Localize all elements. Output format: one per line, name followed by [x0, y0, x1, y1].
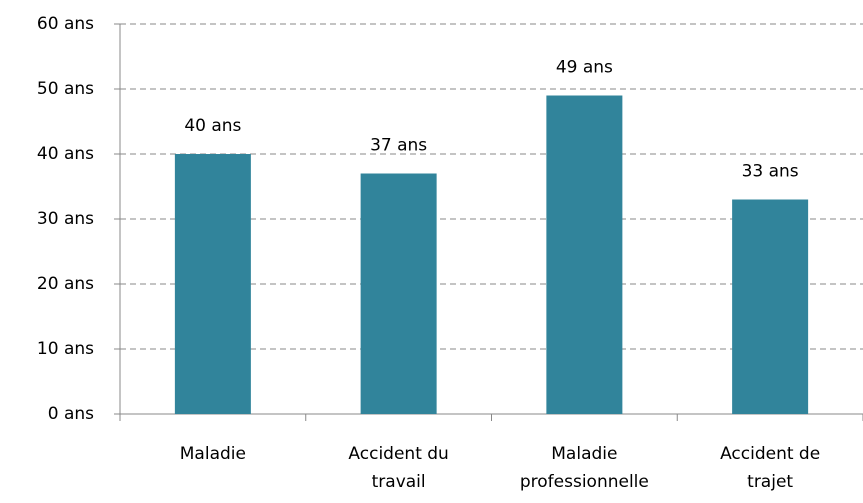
value-label: 33 ans	[742, 162, 799, 182]
y-tick-label: 10 ans	[37, 339, 94, 359]
bar	[732, 199, 809, 414]
x-tick-label: Maladie	[179, 444, 246, 464]
y-tick-label: 20 ans	[37, 274, 94, 294]
value-label: 37 ans	[370, 136, 427, 156]
x-tick-label: Accident de trajet	[720, 444, 821, 492]
y-tick-label: 0 ans	[48, 404, 94, 424]
x-tick-label: Accident du travail	[348, 444, 449, 492]
bar	[546, 95, 623, 414]
y-tick-label: 50 ans	[37, 79, 94, 99]
value-label: 40 ans	[184, 116, 241, 136]
bar	[360, 173, 437, 414]
y-tick-label: 40 ans	[37, 144, 94, 164]
bar	[174, 154, 251, 414]
y-tick-label: 30 ans	[37, 209, 94, 229]
x-tick-label: Maladie professionnelle	[519, 444, 649, 492]
value-label: 49 ans	[556, 58, 613, 78]
y-tick-label: 60 ans	[37, 14, 94, 34]
